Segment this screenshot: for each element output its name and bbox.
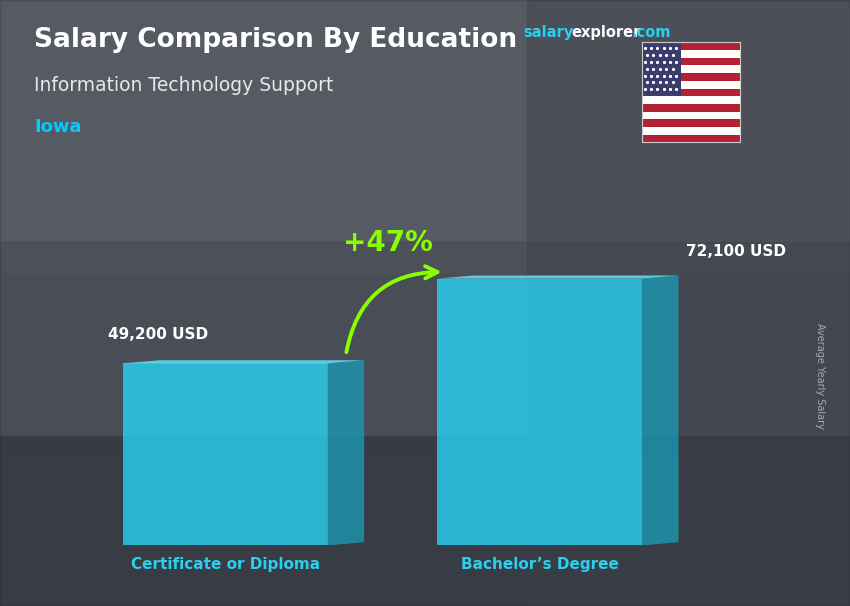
- Bar: [642, 73, 740, 81]
- Polygon shape: [123, 360, 364, 364]
- Bar: [0, 0, 850, 273]
- Bar: [642, 88, 740, 96]
- Bar: [642, 81, 740, 88]
- Text: 49,200 USD: 49,200 USD: [108, 327, 208, 342]
- Text: Information Technology Support: Information Technology Support: [34, 76, 333, 95]
- Bar: [642, 50, 740, 58]
- Bar: [527, 0, 850, 606]
- Text: explorer: explorer: [571, 25, 641, 41]
- Polygon shape: [642, 276, 678, 545]
- Text: Salary Comparison By Education: Salary Comparison By Education: [34, 27, 517, 53]
- Bar: [642, 42, 740, 50]
- Text: Iowa: Iowa: [34, 118, 82, 136]
- Polygon shape: [327, 360, 364, 545]
- Text: +47%: +47%: [343, 229, 433, 257]
- Polygon shape: [437, 276, 678, 279]
- Bar: [642, 96, 740, 104]
- Bar: [0, 242, 850, 454]
- Bar: [642, 42, 681, 96]
- Bar: [642, 65, 740, 73]
- Bar: [642, 58, 740, 65]
- Bar: [642, 104, 740, 112]
- Bar: [642, 112, 740, 119]
- Bar: [123, 364, 327, 545]
- Text: 72,100 USD: 72,100 USD: [686, 244, 785, 259]
- Bar: [0, 436, 850, 606]
- Text: .com: .com: [632, 25, 671, 41]
- Bar: [642, 119, 740, 127]
- Bar: [437, 279, 642, 545]
- Bar: [642, 127, 740, 135]
- Text: Average Yearly Salary: Average Yearly Salary: [815, 323, 825, 428]
- Text: salary: salary: [523, 25, 573, 41]
- Bar: [642, 135, 740, 142]
